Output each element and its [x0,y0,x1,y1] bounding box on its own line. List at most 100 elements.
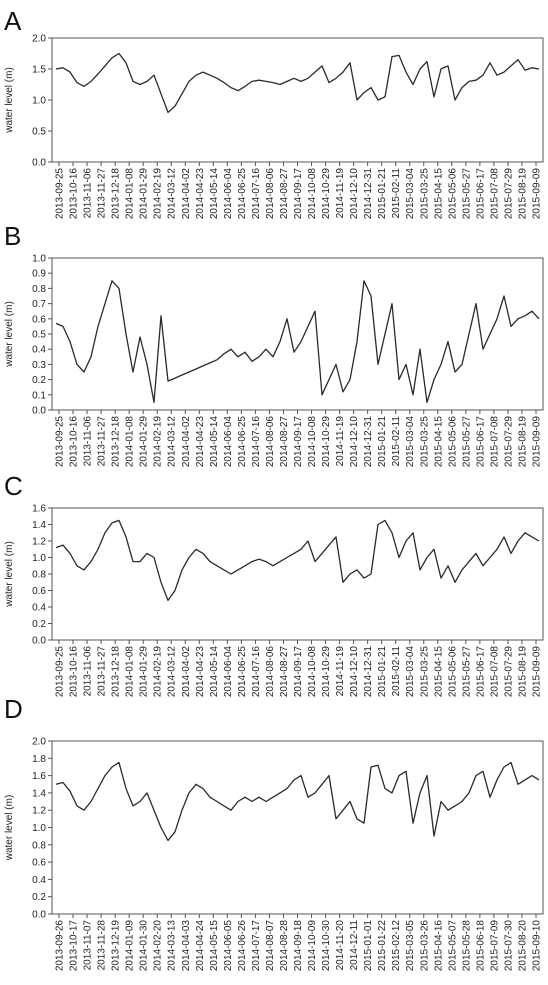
panel-b-y-axis-label: water level (m) [4,301,15,368]
panel-b-xtick-label: 2014-06-04 [223,416,234,468]
panel-b-xtick-label: 2014-01-08 [125,416,136,468]
panel-c-xtick-label: 2015-03-04 [405,646,416,698]
panel-b-letter: B [4,221,21,251]
panel-c-xtick-label: 2013-11-27 [97,646,108,697]
panel-d-xtick-label: 2013-09-26 [55,920,66,972]
panel-d-xtick-label: 2015-02-12 [391,920,402,972]
panel-d-xtick-label: 2015-05-28 [461,920,472,972]
panel-d-xtick-label: 2015-04-16 [433,920,444,972]
panel-d-xtick-label: 2013-11-28 [97,920,108,971]
panel-d-ytick-label: 0.4 [32,875,46,886]
panel-a-xtick-label: 2014-08-06 [265,168,276,220]
panel-a-xtick-label: 2014-01-08 [125,168,136,220]
panel-a-xtick-label: 2015-03-25 [419,168,430,220]
panel-a-xtick-label: 2015-03-04 [405,168,416,220]
panel-a-xtick-label: 2014-05-14 [209,168,220,220]
panel-c-xtick-label: 2014-10-08 [307,646,318,698]
panel-a-xtick-label: 2014-12-10 [349,168,360,220]
panel-d-xtick-label: 2013-12-19 [111,920,122,972]
panel-a-ytick-label: 1.5 [32,65,46,76]
panel-a-xtick-label: 2014-02-19 [153,168,164,220]
panel-d-plot-frame [51,740,544,915]
panel-b-ytick-label: 0.3 [32,360,46,371]
panel-b-xtick-label: 2014-08-27 [279,416,290,468]
panel-c-xtick-label: 2013-12-18 [111,646,122,698]
panel-d-xtick-label: 2014-04-24 [195,920,206,972]
panel-a-plot-frame [51,37,544,163]
panel-b-ytick-label: 0.4 [32,345,46,356]
panel-b-xtick-label: 2013-11-06 [83,416,94,467]
panel-d-ytick-label: 1.0 [32,823,46,834]
panel-a-xtick-label: 2014-08-27 [279,168,290,220]
panel-a-xtick-label: 2013-09-25 [55,168,66,220]
panel-d-y-axis-label: water level (m) [4,795,15,862]
panel-b-xtick-label: 2014-01-29 [139,416,150,468]
panel-a-ytick-label: 0.5 [32,127,46,138]
panel-d-ytick-label: 0.8 [32,840,46,851]
panel-c-xtick-label: 2015-04-15 [433,646,444,698]
panel-b-ytick-label: 0.6 [32,314,46,325]
panel-a-xtick-label: 2014-06-04 [223,168,234,220]
panel-c-xtick-label: 2013-11-06 [83,646,94,697]
panel-b-ytick-label: 0.8 [32,284,46,295]
panel-c-xtick-label: 2014-02-19 [153,646,164,698]
panel-d-xtick-label: 2014-08-28 [279,920,290,972]
panel-c-ytick-label: 0.0 [32,636,46,647]
panel-b-xtick-label: 2014-10-29 [321,416,332,468]
panel-c-xtick-label: 2015-02-11 [391,646,402,697]
panel-a-xtick-label: 2014-10-08 [307,168,318,220]
panel-d-xtick-label: 2014-01-30 [139,920,150,972]
panel-b-xtick-label: 2014-12-31 [363,416,374,468]
panel-c-xtick-label: 2015-09-09 [531,646,542,698]
panel-a-xtick-label: 2014-04-23 [195,168,206,220]
panel-d-xtick-label: 2014-07-17 [251,920,262,972]
panel-c-ytick-label: 0.8 [32,570,46,581]
panel-c-xtick-label: 2015-06-17 [475,646,486,698]
panel-b-xtick-label: 2014-04-02 [181,416,192,468]
panel-c-xtick-label: 2014-12-10 [349,646,360,698]
panel-b-xtick-label: 2015-08-19 [517,416,528,468]
panel-c-xtick-label: 2014-07-16 [251,646,262,698]
panel-d-xtick-label: 2014-08-07 [265,920,276,972]
panel-a-xtick-label: 2015-07-29 [503,168,514,220]
panel-d-xtick-label: 2015-09-10 [531,920,542,972]
panel-d-xtick-label: 2014-02-20 [153,920,164,972]
panel-c-xtick-label: 2013-10-16 [69,646,80,698]
panel-a-xtick-label: 2014-06-25 [237,168,248,220]
panel-b-xtick-label: 2014-02-19 [153,416,164,468]
panel-d-xtick-label: 2014-05-15 [209,920,220,972]
panel-a-xtick-label: 2014-11-19 [335,168,346,219]
panel-c-xtick-label: 2013-09-25 [55,646,66,698]
panel-b-xtick-label: 2015-07-08 [489,416,500,468]
panel-b-xtick-label: 2014-05-14 [209,416,220,468]
panel-b-xtick-label: 2015-07-29 [503,416,514,468]
panel-b-xtick-label: 2014-03-12 [167,416,178,468]
panel-b-xtick-label: 2014-08-06 [265,416,276,468]
panel-a-y-axis-label: water level (m) [4,67,15,134]
panel-d-ytick-label: 0.0 [32,910,46,921]
panel-d-ytick-label: 0.2 [32,892,46,903]
panel-d-ytick-label: 2.0 [32,737,46,748]
panel-b-series-line [55,280,540,404]
panel-b-ytick-label: 1.0 [32,254,46,265]
panel-c-xtick-label: 2015-07-29 [503,646,514,698]
panel-b-xtick-label: 2015-05-27 [461,416,472,468]
panel-a-xtick-label: 2015-02-11 [391,168,402,219]
panel-d-xtick-label: 2015-03-26 [419,920,430,972]
panel-a-xtick-label: 2013-11-27 [97,168,108,219]
panel-b-xtick-label: 2013-09-25 [55,416,66,468]
panel-a-xtick-label: 2015-08-19 [517,168,528,220]
panel-c-xtick-label: 2014-03-12 [167,646,178,698]
panel-a-xtick-label: 2015-07-08 [489,168,500,220]
panel-d-xtick-label: 2015-05-07 [447,920,458,972]
panel-b-xtick-label: 2015-02-11 [391,416,402,467]
panel-a-xtick-label: 2014-03-12 [167,168,178,220]
panel-c-ytick-label: 1.4 [32,520,46,531]
panel-a-xtick-label: 2013-11-06 [83,168,94,219]
panel-c-xtick-label: 2014-08-06 [265,646,276,698]
panel-a-xtick-label: 2014-01-29 [139,168,150,220]
panel-b-xtick-label: 2015-03-25 [419,416,430,468]
panel-b-xtick-label: 2014-04-23 [195,416,206,468]
panel-d-xtick-label: 2015-08-20 [517,920,528,972]
